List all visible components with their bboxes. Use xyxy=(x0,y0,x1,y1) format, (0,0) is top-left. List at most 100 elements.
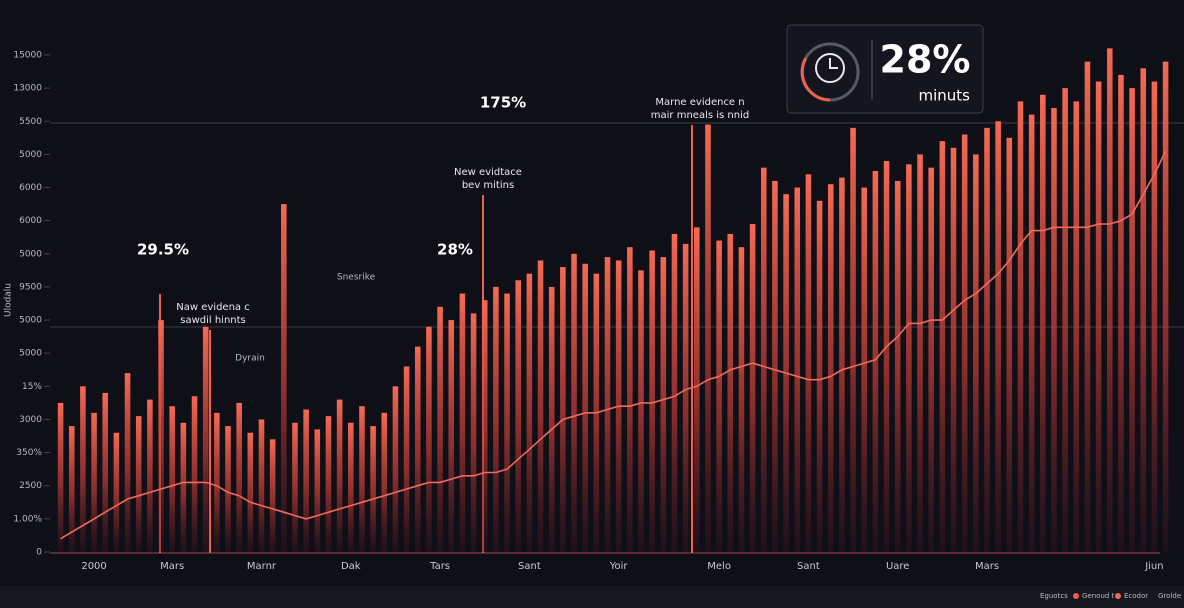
bar xyxy=(883,161,890,552)
bar xyxy=(794,187,801,553)
bar xyxy=(359,406,365,552)
bar xyxy=(906,164,912,552)
x-tick-label: 2000 xyxy=(81,561,106,572)
annotation: mair mneals is nnid xyxy=(651,110,749,121)
kpi-card: 28% minuts xyxy=(786,24,984,114)
bar xyxy=(694,227,700,552)
bar xyxy=(1118,74,1124,552)
annotation: Marne evidence n xyxy=(655,97,744,108)
x-tick-label: Melo xyxy=(707,561,731,572)
annotation: Naw evidena c xyxy=(176,302,249,313)
y-tick-label: 1.00% xyxy=(13,514,42,524)
bar xyxy=(403,366,410,552)
y-tick-label: 5000 xyxy=(19,249,42,259)
clock-hands xyxy=(829,58,838,69)
bar xyxy=(984,127,990,552)
bar xyxy=(102,392,109,552)
bar xyxy=(202,326,209,552)
annotation: bev mitins xyxy=(462,180,514,191)
bar xyxy=(682,243,689,553)
bar xyxy=(1040,94,1046,552)
legend-label: Eguotcs xyxy=(1040,592,1068,600)
bar xyxy=(169,406,175,552)
bar xyxy=(314,429,321,552)
bar xyxy=(1106,48,1113,553)
bar xyxy=(258,419,265,552)
footer-bar xyxy=(0,586,1184,608)
bar xyxy=(850,127,856,552)
bar xyxy=(325,416,332,552)
bar xyxy=(827,184,834,552)
line xyxy=(60,150,1167,540)
bar xyxy=(660,257,667,552)
bar xyxy=(950,147,957,553)
bar xyxy=(716,240,722,552)
legend-label: Ecodor xyxy=(1124,592,1148,600)
x-tick-label: Marnr xyxy=(247,561,277,572)
bar xyxy=(292,422,298,552)
annotation: 175% xyxy=(480,94,526,112)
bar xyxy=(917,154,923,552)
bar xyxy=(649,250,655,552)
bar xyxy=(113,432,120,552)
y-tick-label: 13000 xyxy=(13,84,42,94)
bar xyxy=(548,286,555,552)
x-tick-label: Jiun xyxy=(1144,561,1163,572)
bar xyxy=(470,313,477,552)
annotation: Snesrike xyxy=(337,273,376,283)
bar xyxy=(135,416,142,552)
bar xyxy=(459,293,466,552)
bar xyxy=(214,412,220,552)
kpi-value: 28% xyxy=(880,38,971,82)
bar xyxy=(1095,81,1102,553)
clock-face xyxy=(815,53,845,83)
bar xyxy=(961,134,968,552)
bar xyxy=(347,422,354,552)
bar xyxy=(772,180,778,552)
bar xyxy=(604,257,611,552)
bar xyxy=(481,300,488,552)
legend-swatch xyxy=(1073,593,1079,599)
y-tick-label: 6000 xyxy=(19,183,42,193)
bar xyxy=(995,121,1001,553)
bar xyxy=(1084,61,1091,552)
bar xyxy=(1162,61,1169,552)
bar xyxy=(1051,108,1057,552)
x-tick-label: Sant xyxy=(797,561,820,572)
y-tick-label: 5000 xyxy=(19,316,42,326)
annotation: 28% xyxy=(437,241,473,259)
bar xyxy=(80,386,86,552)
bar xyxy=(939,141,946,552)
x-tick-label: Yoir xyxy=(609,561,629,572)
bar xyxy=(336,399,343,552)
bar xyxy=(671,233,678,553)
bar xyxy=(872,170,879,552)
y-tick-label: 15000 xyxy=(13,51,42,61)
x-tick-label: Mars xyxy=(975,561,999,572)
x-tick-label: Dak xyxy=(341,561,361,572)
x-tick-label: Tars xyxy=(429,561,450,572)
y-tick-label: 9500 xyxy=(19,282,42,292)
bar xyxy=(627,247,633,552)
bar xyxy=(894,180,901,552)
bar xyxy=(973,154,979,552)
bar xyxy=(928,167,934,553)
legend-swatch xyxy=(1115,593,1121,599)
bar xyxy=(225,426,231,552)
bar xyxy=(749,223,756,553)
bar xyxy=(370,426,376,552)
y-tick-label: 5500 xyxy=(19,117,42,127)
bar xyxy=(91,412,97,552)
x-tick-label: Sant xyxy=(518,561,541,572)
bar xyxy=(839,177,845,553)
bar xyxy=(1062,88,1068,552)
bar xyxy=(426,326,432,552)
y-tick-label: 2500 xyxy=(19,481,42,491)
annotation: New evidtace xyxy=(454,167,522,178)
x-tick-label: Mars xyxy=(160,561,184,572)
bar xyxy=(705,124,711,552)
bar xyxy=(281,204,287,552)
y-tick-label: 350% xyxy=(16,448,42,458)
bar xyxy=(727,233,734,553)
